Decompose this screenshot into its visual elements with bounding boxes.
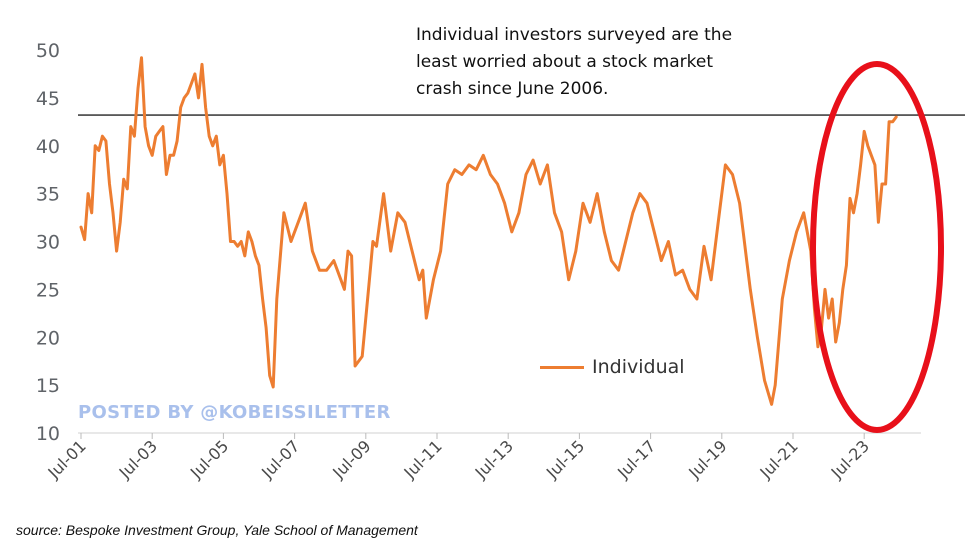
y-axis-ticks: 10 15 20 25 30 35 40 45 50 bbox=[36, 40, 60, 445]
annotation-line-1: Individual investors surveyed are the bbox=[416, 25, 733, 45]
legend-label-individual: Individual bbox=[592, 356, 685, 378]
x-tick-label: Jul-13 bbox=[471, 436, 517, 482]
y-tick-label: 40 bbox=[36, 136, 60, 158]
y-tick-label: 50 bbox=[36, 40, 60, 62]
y-tick-label: 45 bbox=[36, 88, 60, 110]
source-note: source: Bespoke Investment Group, Yale S… bbox=[16, 522, 418, 538]
annotation-line-3: crash since June 2006. bbox=[416, 79, 609, 99]
x-tick-label: Jul-09 bbox=[328, 436, 374, 482]
x-tick-label: Jul-05 bbox=[186, 436, 232, 482]
annotation-line-2: least worried about a stock market bbox=[416, 52, 714, 72]
y-tick-label: 20 bbox=[36, 327, 60, 349]
x-tick-label: Jul-07 bbox=[257, 436, 303, 482]
y-tick-label: 35 bbox=[36, 184, 60, 206]
x-tick-label: Jul-19 bbox=[684, 436, 730, 482]
x-tick-label: Jul-11 bbox=[400, 436, 446, 482]
highlight-ellipse bbox=[810, 61, 944, 433]
watermark: POSTED BY @KOBEISSILETTER bbox=[78, 402, 391, 423]
x-tick-label: Jul-17 bbox=[613, 436, 659, 482]
chart-annotation: Individual investors surveyed are the le… bbox=[416, 22, 816, 103]
y-tick-label: 10 bbox=[36, 423, 60, 445]
x-axis-ticks: Jul-01 Jul-03 Jul-05 Jul-07 Jul-09 Jul-11 Jul-… bbox=[44, 433, 873, 483]
x-tick-label: Jul-23 bbox=[827, 436, 873, 482]
x-tick-label: Jul-15 bbox=[542, 436, 588, 482]
legend: Individual bbox=[540, 356, 685, 378]
x-tick-label: Jul-21 bbox=[756, 436, 802, 482]
y-tick-label: 30 bbox=[36, 232, 60, 254]
series-line-individual bbox=[79, 56, 898, 406]
y-tick-label: 25 bbox=[36, 279, 60, 301]
x-tick-label: Jul-03 bbox=[115, 436, 161, 482]
y-tick-label: 15 bbox=[36, 375, 60, 397]
legend-swatch-individual bbox=[540, 365, 584, 369]
